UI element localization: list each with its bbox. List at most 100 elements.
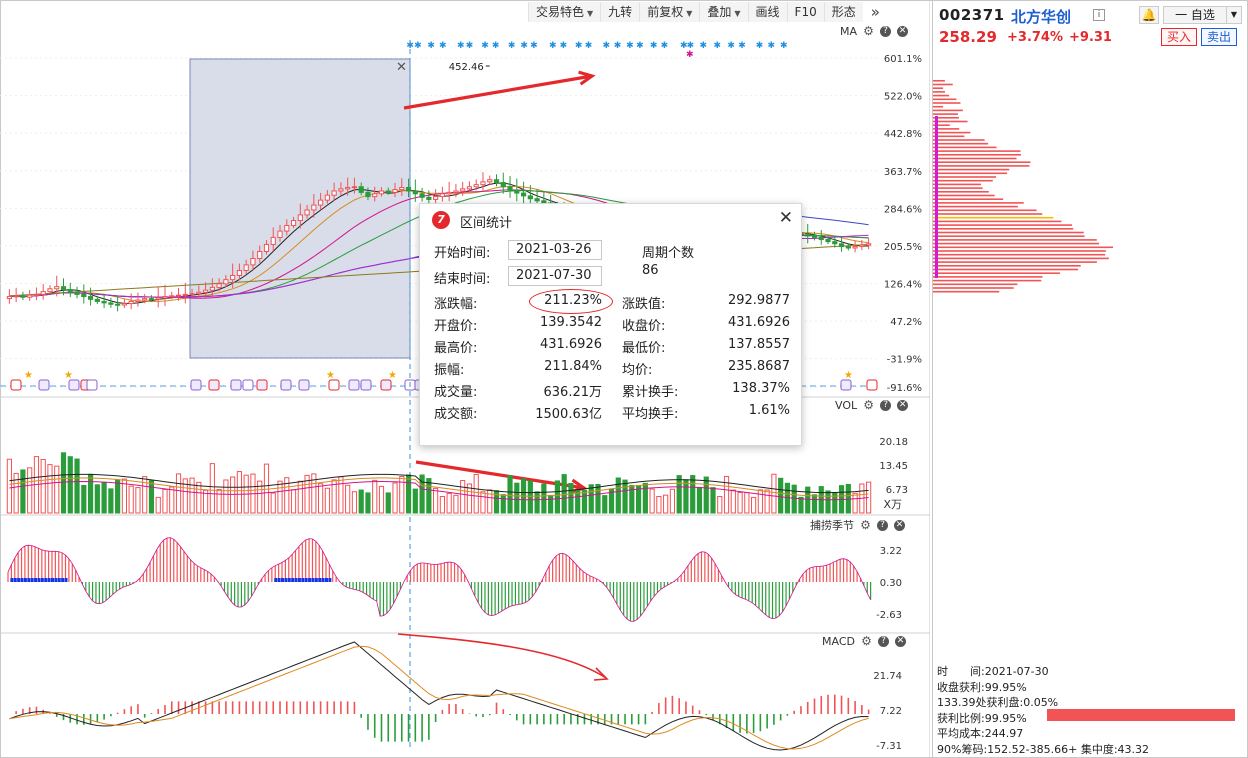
osc-signal-block: [10, 578, 14, 582]
chip-bar: [933, 250, 1106, 252]
candle-body: [209, 286, 215, 291]
chip-bar: [933, 198, 1004, 200]
osc-signal-block: [287, 578, 291, 582]
candle-body: [399, 186, 405, 191]
volume-bar: [500, 494, 506, 514]
start-time-field[interactable]: 2021-03-26: [508, 240, 602, 260]
info-icon[interactable]: i: [1093, 9, 1105, 21]
event-marker-icon: [190, 379, 202, 391]
dialog-title: 区间统计: [460, 216, 513, 231]
tb-pattern-button[interactable]: 形态: [823, 2, 863, 22]
candle-body: [40, 291, 46, 295]
candle-body: [541, 200, 547, 204]
signal-star-icon: ✱: [636, 41, 644, 51]
volume-bar: [446, 492, 452, 514]
volume-bar: [622, 479, 628, 514]
volume-bar: [209, 463, 215, 514]
chip-info-line: 收盘获利:99.95%: [937, 680, 1027, 694]
end-time-label: 结束时间:: [434, 272, 491, 287]
stock-code: 002371: [939, 6, 1005, 24]
help-icon[interactable]: ?: [880, 400, 892, 411]
chip-bar: [933, 113, 959, 115]
buy-button[interactable]: 买入: [1161, 28, 1197, 46]
chip-bar: [933, 246, 1114, 249]
gear-icon[interactable]: ⚙: [863, 398, 874, 412]
bell-icon[interactable]: 🔔: [1139, 6, 1159, 24]
volume-bar: [439, 496, 445, 514]
signal-star-icon: ✱: [414, 41, 422, 51]
event-star-icon: ★: [844, 370, 853, 381]
chip-bar: [933, 257, 1109, 260]
chip-bar: [933, 276, 1043, 278]
close-icon[interactable]: ✕: [897, 26, 909, 37]
stat-label: 开盘价:: [434, 319, 478, 334]
chip-info-line: 90%筹码:152.52-385.66+ 集中度:43.32: [937, 742, 1150, 756]
tb-draw-button[interactable]: 画线: [747, 2, 787, 22]
last-price: 258.29: [939, 28, 997, 46]
volume-bar: [568, 482, 574, 514]
volume-bar: [60, 452, 67, 514]
gear-icon[interactable]: ⚙: [863, 24, 874, 38]
volume-bar: [405, 474, 412, 514]
gear-icon[interactable]: ⚙: [861, 634, 872, 648]
chip-bar: [933, 220, 1062, 223]
expand-more-icon[interactable]: »: [870, 3, 880, 21]
tb-overlay-button[interactable]: 叠加 ▼: [699, 2, 748, 22]
chevron-down-icon[interactable]: ▼: [1226, 6, 1242, 24]
period-count-value: 86: [642, 263, 659, 278]
volume-bar: [737, 491, 743, 514]
close-icon[interactable]: ✕: [897, 400, 909, 411]
tb-adjust-button[interactable]: 前复权 ▼: [639, 2, 700, 22]
tb-f10-button[interactable]: F10: [786, 2, 824, 22]
volume-bar: [358, 489, 364, 514]
tb-trade-feature-button[interactable]: 交易特色 ▼: [528, 2, 601, 22]
volume-bar: [575, 489, 581, 514]
stat-value: 139.3542: [539, 315, 602, 330]
tb-nine-turn-button[interactable]: 九转: [600, 2, 640, 22]
candle-body: [142, 298, 148, 301]
event-marker-icon: [348, 379, 360, 391]
signal-star-icon: ✱: [780, 41, 788, 51]
chip-bar: [933, 187, 983, 189]
close-icon[interactable]: ✕: [894, 519, 905, 531]
chevron-down-icon: ▼: [587, 9, 594, 18]
candle-body: [866, 243, 872, 246]
event-marker-icon: [208, 379, 220, 391]
gear-icon[interactable]: ⚙: [860, 517, 871, 532]
volume-bar: [683, 479, 689, 514]
volume-bar: [419, 474, 425, 514]
candle-body: [189, 293, 195, 296]
y-tick-label: 3.22: [880, 546, 902, 557]
event-marker-icon: [10, 379, 22, 391]
chip-info-line: 平均成本:244.97: [937, 727, 1024, 740]
help-icon[interactable]: ?: [880, 26, 892, 37]
volume-bar: [338, 476, 344, 514]
trend-arrow-macd: [397, 633, 607, 679]
osc-signal-block: [27, 578, 31, 582]
chip-bar: [933, 283, 1018, 286]
signal-star-icon: ✱: [520, 41, 528, 51]
add-watchlist-button[interactable]: 一 自选: [1163, 6, 1227, 24]
help-icon[interactable]: ?: [877, 519, 888, 531]
signal-star-icon: ✱: [406, 41, 414, 51]
volume-bar: [216, 488, 222, 514]
chevron-down-icon: ▼: [734, 9, 741, 18]
osc-panel-header: 捕捞季节 ⚙ ? ✕: [810, 517, 905, 533]
end-time-field[interactable]: 2021-07-30: [508, 266, 602, 286]
volume-bar: [162, 488, 168, 514]
volume-bar: [284, 477, 290, 514]
osc-signal-block: [311, 578, 315, 582]
sell-button[interactable]: 卖出: [1201, 28, 1237, 46]
volume-bar: [602, 495, 608, 514]
stock-name[interactable]: 北方华创: [1011, 8, 1072, 26]
dialog-header: 7 区间统计 ✕: [420, 204, 801, 234]
candle-body: [311, 204, 317, 211]
macd-panel-title: MACD: [822, 635, 855, 648]
signal-star-icon: ✱: [768, 41, 776, 51]
volume-bar: [128, 485, 134, 514]
close-icon[interactable]: ✕: [778, 208, 793, 228]
volume-bar: [304, 474, 310, 514]
help-icon[interactable]: ?: [877, 636, 889, 647]
close-icon[interactable]: ✕: [894, 636, 906, 647]
event-marker-icon: [298, 379, 310, 391]
